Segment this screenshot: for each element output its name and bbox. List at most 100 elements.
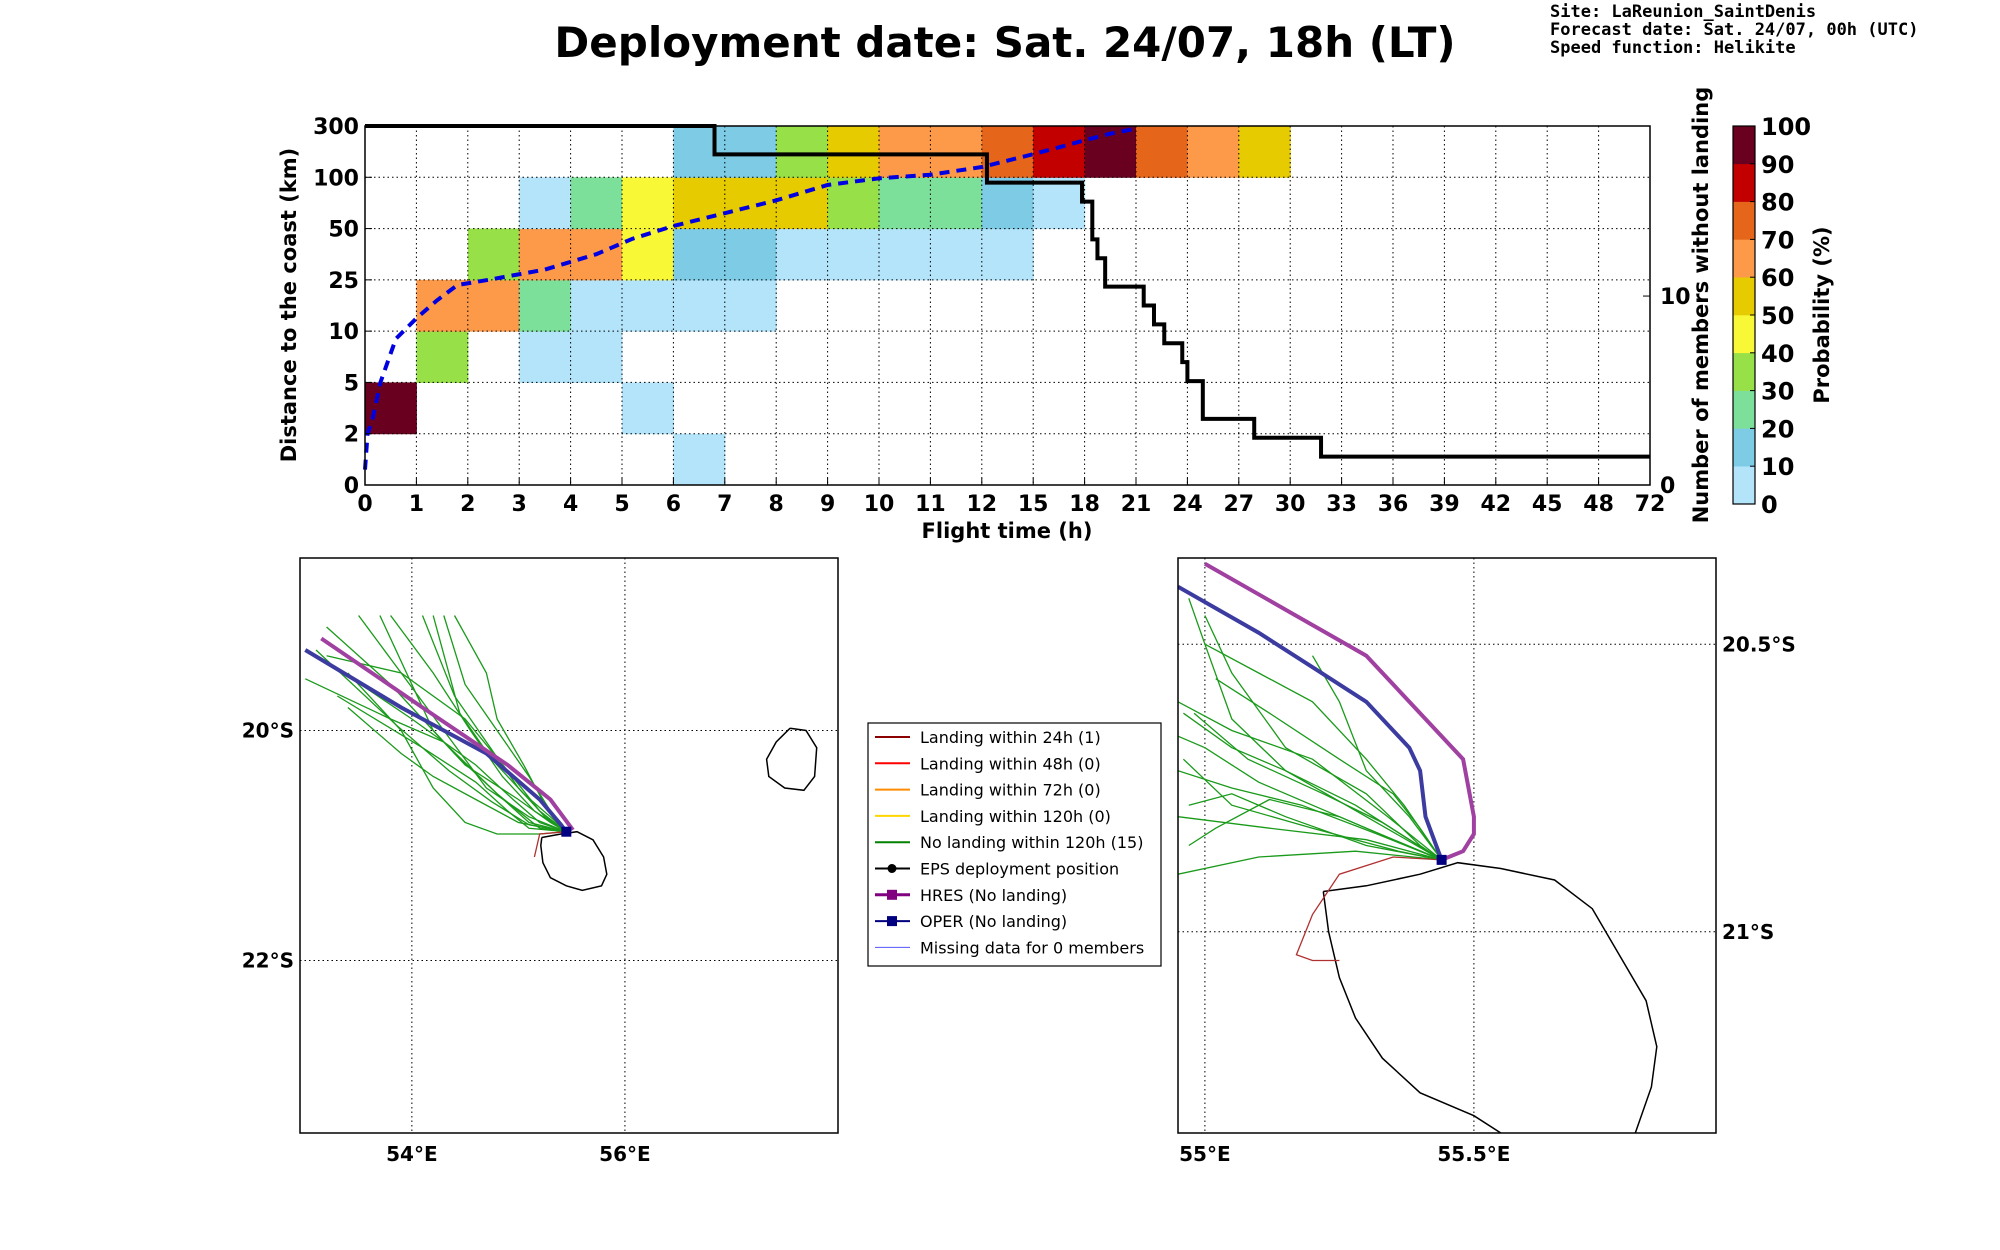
ensemble-track-no-landing [1188, 798, 1442, 861]
legend-frame [867, 722, 1162, 967]
x-tick-label: 0 [357, 492, 372, 517]
ensemble-track-landing-24h [1295, 856, 1442, 962]
y-tick-label: 50 [328, 218, 359, 243]
probability-chart: 0 1 2 3 4 5 6 7 8 9 10 11 12 15 18 21 24 27 30 33 36 39 42 45 48… [277, 87, 1713, 543]
mean-distance-line [363, 126, 1137, 470]
colorbar-swatch [1733, 315, 1755, 354]
x-tick-label: 36 [1378, 492, 1409, 517]
probability-cell [879, 177, 931, 230]
legend-marker-circle [887, 864, 897, 873]
probability-cell [930, 228, 983, 281]
legend-label: Landing within 120h (0) [920, 807, 1111, 826]
probability-cell [467, 279, 520, 332]
probability-cell [724, 126, 777, 178]
regional-map-grid [300, 558, 838, 1133]
colorbar-swatch [1733, 352, 1755, 391]
x-tick-label: 11 [915, 492, 946, 517]
legend-label: Landing within 48h (0) [920, 754, 1101, 773]
figure-title: Deployment date: Sat. 24/07, 18h (LT) [554, 18, 1455, 67]
probability-cell [673, 433, 726, 486]
x-tick-label: 45 [1532, 492, 1563, 517]
colorbar-swatch [1733, 277, 1755, 316]
probability-cell [416, 331, 469, 383]
y2-tick-label: 0 [1660, 474, 1675, 499]
legend: Landing within 24h (1) Landing within 48h… [867, 722, 1162, 967]
legend-label: Landing within 72h (0) [920, 781, 1101, 800]
deployment-marker [1436, 854, 1447, 865]
legend-items: Landing within 24h (1) Landing within 48h… [875, 728, 1144, 957]
probability-cell [1136, 126, 1188, 178]
members-without-landing-line [365, 124, 1650, 459]
colorbar-tick-label: 20 [1761, 415, 1794, 443]
regional-map-frame [299, 557, 839, 1134]
probability-cell [1187, 126, 1240, 178]
colorbar-label: Probability (%) [1810, 226, 1834, 403]
probability-cell [981, 177, 1034, 230]
ensemble-track-no-landing [326, 660, 567, 833]
zoom-map-grid [1178, 558, 1716, 1133]
regional-map-tick-labels: 54°E 56°E 20°S 22°S [242, 719, 651, 1167]
regional-map: 54°E 56°E 20°S 22°S [242, 557, 839, 1167]
probability-cell [519, 331, 572, 383]
ensemble-track-no-landing [305, 678, 567, 833]
x-tick-label: 48 [1583, 492, 1614, 517]
y-axis-label: Distance to the coast (km) [277, 148, 301, 463]
y2-axis-label: Number of members without landing [1689, 87, 1713, 524]
ensemble-track-no-landing [336, 695, 567, 833]
probability-cell [673, 126, 726, 178]
ensemble-track-no-landing [315, 649, 567, 833]
colorbar-swatch [1733, 239, 1755, 278]
probability-cell [570, 331, 623, 383]
probability-cell [622, 279, 674, 332]
probability-cell [673, 228, 726, 281]
colorbar-tick-label: 50 [1761, 302, 1794, 330]
legend-label: OPER (No landing) [920, 912, 1067, 931]
probability-cell [519, 228, 572, 281]
colorbar-tick-label: 60 [1761, 264, 1794, 292]
x-tick-label: 7 [717, 492, 732, 517]
ensemble-track-no-landing [1188, 598, 1442, 861]
y-tick-label: 100 [313, 166, 359, 191]
colorbar-tick-label: 40 [1761, 340, 1794, 368]
x-tick-label: 30 [1275, 492, 1306, 517]
chart-frame [364, 125, 1651, 486]
oper-track [304, 648, 568, 833]
colorbar-tick-label: 100 [1761, 113, 1811, 141]
probability-cell [1238, 126, 1291, 178]
zoom-map-tracks [1178, 561, 1658, 1133]
legend-label: EPS deployment position [920, 860, 1119, 879]
x-tick-label: 33 [1326, 492, 1357, 517]
probability-cell [827, 126, 880, 178]
ensemble-track-no-landing [1178, 701, 1443, 861]
colorbar-swatch [1733, 466, 1755, 505]
colorbar-swatch [1733, 163, 1755, 202]
colorbar-tick-label: 80 [1761, 189, 1794, 217]
deployment-marker [561, 826, 572, 837]
probability-cell [1033, 177, 1086, 230]
site-info: Site: LaReunion_SaintDenis [1550, 2, 1816, 22]
chart-grid [365, 126, 1650, 485]
colorbar: 0 10 20 30 40 50 60 70 80 90 100 Probability (%) [1732, 113, 1834, 519]
map-longitude-label: 55.5°E [1437, 1142, 1510, 1166]
probability-cell [519, 177, 572, 230]
mauritius-coastline [765, 727, 818, 792]
x-tick-labels: 0 1 2 3 4 5 6 7 8 9 10 11 12 15 18 21 24 27 30 33 36 39 42 45 48… [357, 478, 1665, 517]
probability-cell [776, 126, 829, 178]
legend-label: Landing within 24h (1) [920, 728, 1101, 747]
ensemble-track-no-landing [379, 615, 567, 833]
map-latitude-label: 21°S [1722, 920, 1774, 944]
ensemble-track-no-landing [1204, 615, 1442, 861]
ensemble-track-no-landing [358, 615, 567, 833]
map-longitude-label: 55°E [1179, 1142, 1231, 1166]
ensemble-track-no-landing [432, 615, 567, 833]
map-longitude-label: 56°E [599, 1142, 651, 1166]
probability-cell [724, 177, 777, 230]
legend-label: Missing data for 0 members [920, 938, 1144, 957]
x-tick-label: 24 [1172, 492, 1203, 517]
x-tick-label: 5 [614, 492, 629, 517]
probability-cell [879, 228, 931, 281]
y2-tick-labels: 0 10 [1643, 285, 1691, 499]
speed-function-info: Speed function: Helikite [1550, 38, 1796, 58]
